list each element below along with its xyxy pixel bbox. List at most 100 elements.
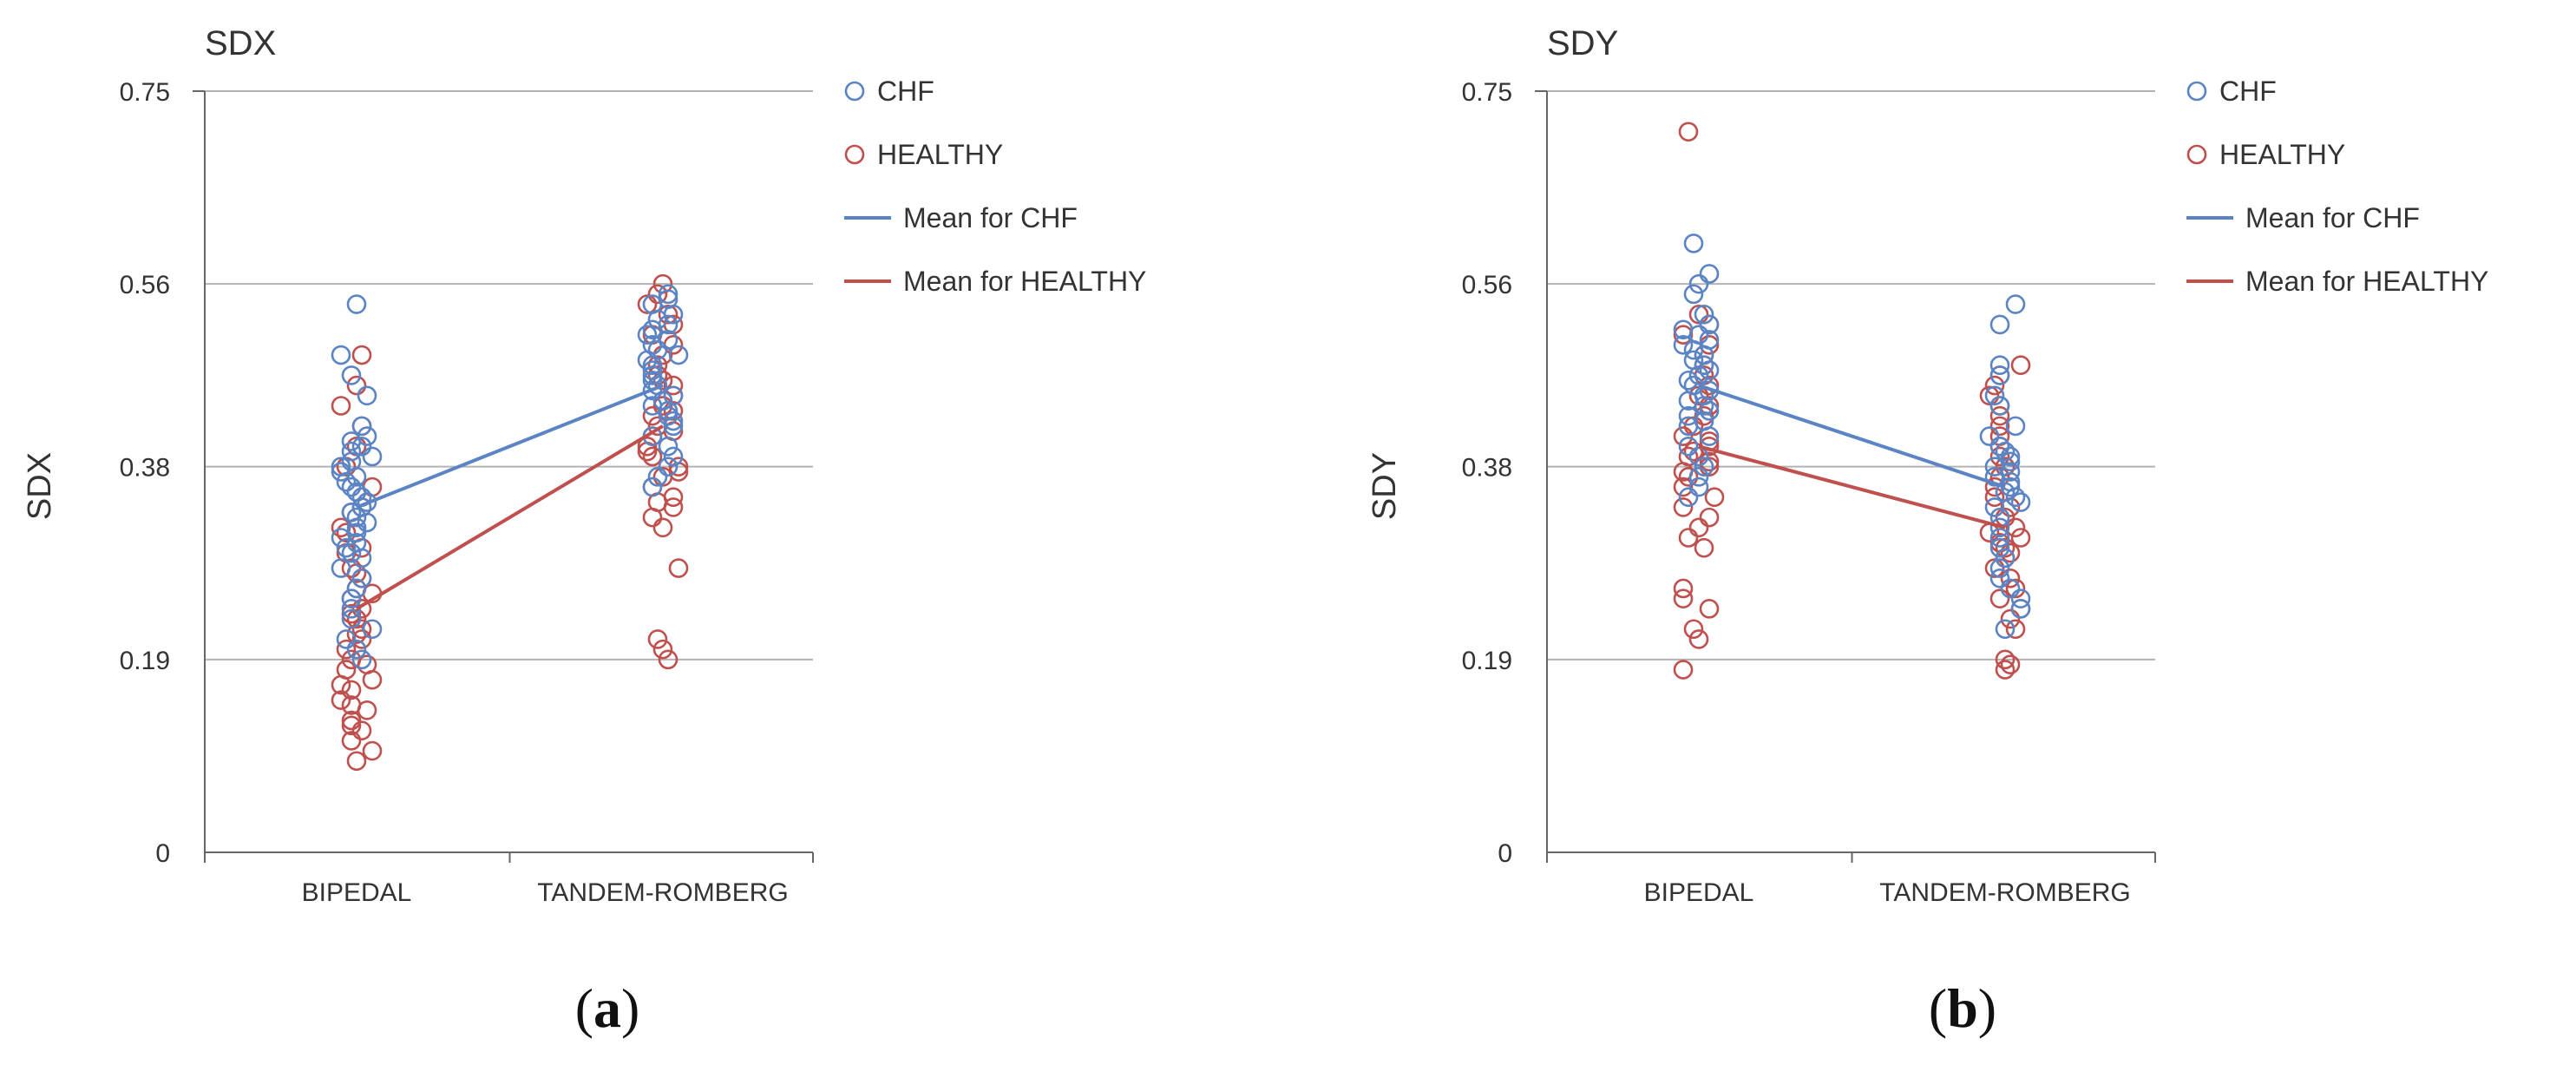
data-point-healthy [1984, 375, 2005, 396]
data-point-chf [2000, 462, 2021, 482]
data-point-chf [346, 507, 367, 528]
data-point-healthy [341, 731, 362, 751]
data-point-healthy [647, 629, 668, 649]
y-tick-labels: 0 0.19 0.38 0.56 0.75 [1462, 78, 1512, 868]
data-point-healthy [351, 599, 372, 619]
data-point-chf [1989, 568, 2010, 588]
data-point-chf [2005, 416, 2026, 437]
y-tick-label: 0.19 [1462, 647, 1512, 675]
y-tick-label: 0 [155, 839, 170, 868]
data-point-chf [341, 502, 362, 523]
data-point-healthy [652, 517, 673, 538]
data-point-healthy [341, 715, 362, 736]
data-point-chf [1678, 436, 1699, 457]
data-point-chf [2010, 599, 2031, 619]
y-tick-label: 0.19 [120, 647, 170, 675]
data-point-healthy [1673, 426, 1694, 446]
data-point-chf [341, 365, 362, 385]
data-point-chf [668, 345, 689, 365]
data-point-healthy [1673, 578, 1694, 599]
data-point-healthy [1989, 416, 2010, 437]
scatter-points [1673, 122, 2031, 680]
data-point-chf [1678, 370, 1699, 391]
data-point-chf [1688, 273, 1709, 294]
legend-marker-swatch [844, 81, 865, 102]
data-point-healthy [1989, 588, 2010, 608]
data-point-chf [336, 537, 357, 558]
data-point-chf [362, 619, 383, 640]
y-tick-label: 0.38 [120, 454, 170, 483]
data-point-chf [1699, 314, 1720, 335]
data-point-healthy [1699, 451, 1720, 472]
data-point-chf [1683, 284, 1704, 305]
legend-label: Mean for CHF [903, 202, 1078, 233]
data-point-chf [351, 568, 372, 588]
y-tick-label: 0.75 [1462, 78, 1512, 107]
x-tick-label: TANDEM-ROMBERG [1879, 878, 2130, 907]
data-point-chf [341, 451, 362, 472]
data-point-healthy [658, 304, 678, 325]
caption-close: ) [1978, 977, 1996, 1039]
data-point-healthy [1984, 487, 2005, 508]
data-point-healthy [341, 603, 362, 624]
data-point-chf [346, 523, 367, 542]
data-point-healthy [1694, 405, 1714, 426]
data-point-healthy [362, 740, 383, 761]
data-point-chf [336, 629, 357, 649]
data-point-healthy [1704, 487, 1725, 508]
data-point-healthy [1683, 441, 1704, 462]
data-point-chf [331, 558, 351, 578]
data-point-chf [658, 330, 678, 350]
data-point-healthy [2005, 578, 2026, 599]
data-point-healthy [1673, 660, 1694, 680]
y-tick-label: 0.38 [1462, 454, 1512, 483]
data-point-healthy [341, 680, 362, 700]
grid-lines [205, 90, 813, 661]
x-tick-label: BIPEDAL [1644, 878, 1754, 907]
data-point-chf [1699, 360, 1720, 380]
data-point-chf [658, 284, 678, 305]
data-point-chf [1694, 411, 1714, 431]
data-point-chf [1688, 446, 1709, 467]
legend-label: HEALTHY [2219, 139, 2345, 170]
data-point-chf [1694, 457, 1714, 477]
data-point-healthy [1688, 517, 1709, 538]
data-point-chf [341, 588, 362, 608]
data-point-healthy [1673, 497, 1694, 517]
data-point-chf [2000, 446, 2021, 467]
caption-letter: a [593, 977, 621, 1039]
data-point-chf [1673, 335, 1694, 355]
data-point-healthy [1673, 325, 1694, 345]
data-point-chf [341, 441, 362, 462]
data-point-chf [2000, 451, 2021, 472]
data-point-chf [642, 319, 663, 340]
data-point-chf [351, 436, 372, 457]
mean-lines [355, 384, 665, 611]
data-point-healthy [1678, 122, 1699, 142]
data-point-healthy [1699, 457, 1720, 477]
data-point-healthy [2005, 619, 2026, 640]
chart-title: SDX [205, 24, 276, 62]
data-point-chf [336, 471, 357, 492]
data-point-healthy [1699, 507, 1720, 528]
data-point-chf [1989, 396, 2010, 416]
data-point-chf [351, 416, 372, 437]
data-point-chf [1995, 548, 2016, 569]
x-tick-labels: BIPEDAL TANDEM-ROMBERG [1644, 878, 2131, 907]
data-point-healthy [2010, 355, 2031, 376]
data-point-chf [341, 477, 362, 497]
panel-caption: (b) [1929, 977, 1996, 1039]
data-point-healthy [1989, 405, 2010, 426]
data-point-healthy [652, 370, 673, 391]
legend-label: CHF [877, 76, 934, 107]
data-point-chf [1989, 314, 2010, 335]
data-point-healthy [357, 654, 377, 674]
data-point-healthy [351, 629, 372, 649]
y-tick-label: 0.56 [1462, 271, 1512, 299]
x-tick-label: TANDEM-ROMBERG [537, 878, 788, 907]
data-point-healthy [1995, 649, 2016, 670]
legend-label: Mean for HEALTHY [2245, 266, 2488, 297]
data-point-healthy [663, 375, 684, 396]
legend-label: Mean for CHF [2245, 202, 2420, 233]
